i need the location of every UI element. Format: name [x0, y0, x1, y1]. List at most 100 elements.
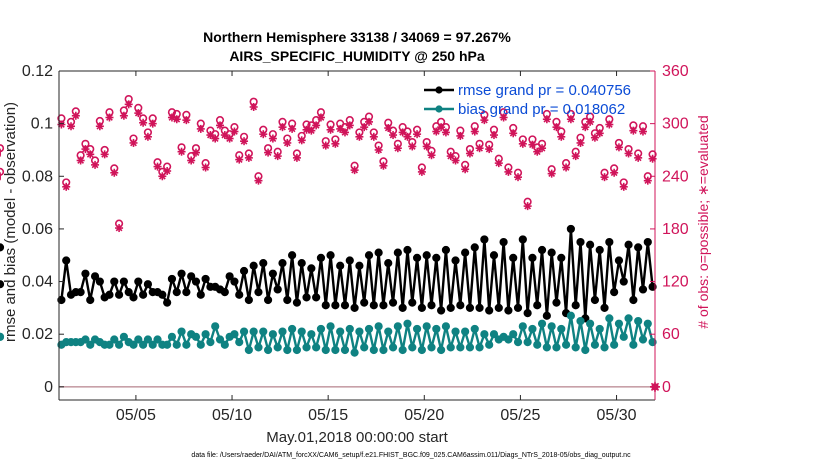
- rmse-point: [283, 295, 292, 305]
- rmse-point: [0, 280, 5, 289]
- bias-point: [278, 327, 287, 336]
- bias-point: [336, 327, 345, 336]
- rmse-point: [619, 277, 628, 286]
- evaluated-obs-marker: [403, 132, 412, 141]
- bias-point: [244, 345, 253, 355]
- rmse-point: [499, 237, 508, 247]
- possible-obs-marker: [0, 167, 5, 176]
- bias-point: [360, 343, 369, 352]
- rmse-point: [172, 287, 181, 297]
- evaluated-obs-marker: [566, 115, 575, 124]
- rmse-point: [263, 295, 273, 305]
- bias-point: [446, 343, 455, 352]
- bias-point: [273, 343, 282, 352]
- evaluated-obs-marker: [71, 111, 80, 120]
- bias-point: [590, 340, 600, 349]
- evaluated-obs-marker: [201, 163, 210, 172]
- x-tick-label: 05/30: [597, 407, 637, 424]
- error-series: [0, 224, 657, 357]
- asterisk-stroke: [428, 151, 435, 159]
- evaluated-obs-marker: [76, 156, 85, 165]
- evaluated-obs-marker: [240, 137, 249, 146]
- asterisk-stroke: [96, 122, 104, 130]
- evaluated-obs-marker: [518, 139, 527, 148]
- evaluated-obs-marker: [249, 102, 258, 111]
- asterisk-stroke: [173, 115, 181, 123]
- asterisk-stroke: [115, 224, 123, 232]
- legend-bias-label: bias grand pr = 0.018062: [458, 101, 625, 118]
- bias-point: [485, 340, 494, 349]
- evaluated-obs-marker: [562, 163, 571, 172]
- bias-point: [340, 345, 350, 355]
- bias-point: [586, 319, 595, 328]
- rmse-point: [235, 290, 244, 299]
- rmse-point: [360, 298, 369, 307]
- evaluated-obs-marker: [134, 109, 143, 118]
- bias-point: [470, 324, 479, 334]
- bias-point: [292, 345, 302, 355]
- evaluated-obs-marker: [57, 120, 66, 129]
- evaluated-obs-marker: [292, 153, 301, 162]
- bias-point: [523, 337, 532, 347]
- bias-point: [441, 322, 451, 331]
- evaluated-obs-marker: [220, 131, 229, 140]
- bias-point: [114, 340, 124, 349]
- evaluated-obs-marker: [196, 124, 205, 133]
- rmse-point: [355, 261, 364, 270]
- rmse-point: [494, 303, 503, 312]
- evaluated-obs-marker: [67, 122, 76, 131]
- asterisk-stroke: [490, 131, 498, 139]
- bias-point: [489, 330, 499, 339]
- rmse-point: [336, 261, 345, 270]
- evaluated-obs-marker: [211, 134, 220, 143]
- bias-point: [215, 335, 225, 344]
- rmse-point: [470, 243, 479, 252]
- rmse-point: [268, 269, 277, 278]
- evaluated-obs-marker: [365, 117, 374, 126]
- asterisk-stroke: [125, 100, 133, 108]
- bias-point: [581, 345, 590, 355]
- bias-point: [610, 340, 619, 349]
- evaluated-obs-marker: [552, 123, 561, 132]
- bias-point: [557, 324, 566, 334]
- evaluated-obs-marker: [441, 128, 450, 137]
- rmse-point: [475, 303, 484, 312]
- asterisk-stroke: [178, 148, 185, 156]
- asterisk-stroke: [158, 172, 166, 180]
- rmse-point: [288, 251, 297, 260]
- rmse-point: [437, 306, 446, 315]
- asterisk-stroke: [562, 164, 570, 171]
- bias-point: [81, 335, 90, 344]
- asterisk-stroke: [120, 112, 128, 120]
- asterisk-stroke: [476, 144, 483, 152]
- chart-title: Northern Hemisphere 33138 / 34069 = 97.2…: [203, 29, 511, 45]
- asterisk-stroke: [629, 127, 637, 135]
- bias-point: [475, 343, 484, 352]
- evaluated-obs-marker: [413, 130, 422, 139]
- asterisk-stroke: [149, 120, 157, 128]
- rmse-point: [163, 298, 172, 307]
- evaluated-obs-marker: [95, 122, 104, 131]
- evaluated-obs-marker: [115, 224, 124, 233]
- bias-point: [302, 343, 311, 352]
- asterisk-stroke: [207, 131, 214, 139]
- evaluated-obs-marker: [595, 129, 604, 138]
- rmse-point: [446, 303, 455, 312]
- bias-point: [614, 319, 624, 328]
- evaluated-obs-marker: [360, 123, 369, 132]
- bias-point: [456, 343, 465, 352]
- evaluated-obs-marker: [129, 138, 138, 147]
- asterisk-stroke: [163, 167, 171, 175]
- rmse-point: [614, 256, 624, 265]
- obs-count-series: [0, 94, 660, 392]
- evaluated-obs-marker: [148, 119, 157, 128]
- evaluated-obs-marker: [393, 144, 402, 153]
- evaluated-obs-marker: [547, 169, 556, 178]
- evaluated-obs-marker: [191, 148, 200, 157]
- rmse-point: [273, 285, 282, 294]
- rmse-point: [105, 290, 114, 299]
- bias-point: [153, 335, 162, 344]
- rmse-point: [417, 303, 426, 312]
- bias-point: [379, 345, 388, 355]
- evaluated-obs-marker: [461, 165, 470, 174]
